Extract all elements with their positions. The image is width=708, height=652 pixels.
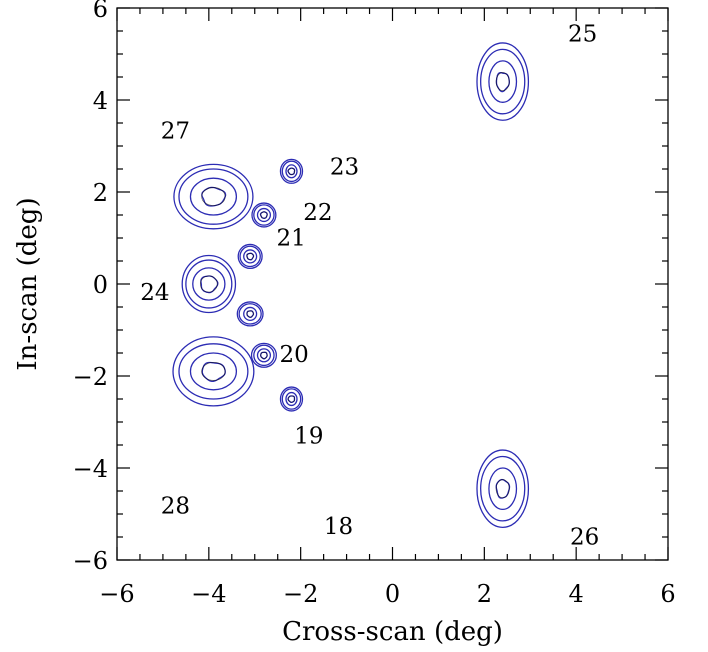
- contour-model-outline: [201, 361, 226, 381]
- contour-level-4: [236, 301, 264, 327]
- x-tick-label: 0: [385, 580, 400, 608]
- contour-level-2: [285, 164, 298, 179]
- y-tick-label: 0: [93, 271, 108, 299]
- contour-level-2: [488, 60, 518, 103]
- contour-level-2: [488, 467, 518, 511]
- y-axis-label: In-scan (deg): [13, 197, 43, 370]
- contour-model-outline: [200, 275, 218, 293]
- beam-label-24: 24: [140, 280, 169, 306]
- contour-model-outline: [287, 167, 296, 175]
- beam-label-20: 20: [280, 342, 309, 368]
- x-axis-label: Cross-scan (deg): [282, 617, 503, 647]
- contour-model-outline: [246, 252, 254, 260]
- contour-level-3: [178, 343, 249, 400]
- beam-22-contours: [251, 202, 277, 228]
- contour-model-outline: [495, 479, 510, 499]
- contour-level-3: [480, 455, 526, 522]
- y-tick-label: 4: [93, 87, 108, 115]
- y-tick-label: −6: [73, 547, 108, 575]
- beam-contours: [172, 42, 530, 528]
- beam-24-contours: [181, 254, 237, 314]
- contour-level-3: [185, 259, 233, 309]
- beam-18-contours: [279, 386, 304, 412]
- contour-level-2: [285, 391, 298, 407]
- contour-model-outline: [260, 211, 268, 219]
- contour-level-4: [173, 163, 254, 230]
- contour-level-3: [480, 48, 526, 115]
- beam-label-22: 22: [303, 200, 332, 226]
- beam-label-21: 21: [277, 225, 306, 251]
- contour-level-3: [239, 245, 261, 268]
- contour-level-4: [279, 386, 304, 412]
- beam-label-28: 28: [161, 493, 190, 519]
- x-tick-label: 2: [477, 580, 492, 608]
- axis-ticks: [116, 7, 669, 561]
- contour-level-4: [476, 42, 530, 121]
- contour-level-3: [178, 168, 249, 225]
- beam-26-contours: [476, 449, 530, 528]
- contour-model-outline: [287, 395, 296, 403]
- x-tick-label: 6: [660, 580, 675, 608]
- beam-label-19: 19: [294, 423, 323, 449]
- y-tick-label: 2: [93, 179, 108, 207]
- contour-level-4: [476, 449, 530, 528]
- beam-23-contours: [279, 158, 304, 184]
- beam-label-27: 27: [161, 119, 190, 145]
- contour-level-2: [256, 207, 272, 223]
- contour-level-3: [238, 303, 262, 325]
- contour-level-2: [243, 306, 258, 321]
- contour-level-2: [256, 348, 272, 363]
- contour-model-outline: [201, 187, 226, 207]
- beam-27-contours: [173, 163, 254, 230]
- beam-28-contours: [172, 336, 255, 407]
- beam-label-23: 23: [330, 154, 359, 180]
- contour-level-4: [251, 202, 277, 228]
- beam-20-contours: [236, 301, 264, 327]
- x-tick-label: −6: [99, 580, 134, 608]
- y-tick-label: −4: [73, 455, 108, 483]
- contour-level-2: [189, 352, 238, 391]
- contour-level-2: [243, 249, 258, 264]
- contour-level-4: [279, 158, 304, 184]
- contour-level-3: [281, 388, 302, 410]
- plot-frame: [116, 7, 669, 561]
- beam-25-contours: [476, 42, 530, 121]
- beam-label-25: 25: [568, 22, 597, 48]
- y-tick-label: −2: [73, 363, 108, 391]
- beam-21-contours: [237, 243, 263, 270]
- x-tick-label: −4: [191, 580, 226, 608]
- contour-level-4: [181, 254, 237, 314]
- contour-level-4: [250, 342, 277, 368]
- contour-level-3: [281, 160, 302, 183]
- x-tick-label: −2: [283, 580, 318, 608]
- beam-label-18: 18: [324, 514, 353, 540]
- contour-level-2: [192, 267, 226, 301]
- beam-label-26: 26: [570, 525, 599, 551]
- contour-model-outline: [495, 72, 510, 92]
- contour-level-4: [172, 336, 255, 407]
- contour-level-3: [253, 204, 275, 226]
- x-tick-label: 4: [569, 580, 584, 608]
- contour-model-outline: [246, 310, 254, 318]
- contour-level-3: [253, 344, 275, 367]
- contour-level-4: [237, 243, 263, 270]
- y-tick-label: 6: [93, 0, 108, 23]
- beam-19-contours: [250, 342, 277, 368]
- contour-model-outline: [260, 351, 268, 359]
- contour-level-2: [189, 177, 238, 216]
